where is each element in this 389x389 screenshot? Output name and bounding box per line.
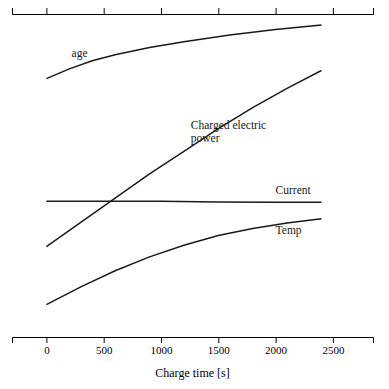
x-tick: 1500 [208,337,231,356]
x-tick-label: 500 [96,344,113,356]
series-line [46,219,321,305]
x-top-tick-mark [218,8,219,14]
x-top-tick-mark [46,8,47,14]
x-tick-label: 2500 [322,344,345,356]
x-axis-line [13,338,374,344]
x-top-tick-mark [161,8,162,14]
x-tick-label: 1500 [208,344,231,356]
x-top-tick [104,8,105,14]
x-axis-top-line [13,8,374,15]
x-top-tick [276,8,277,14]
annotation: age [72,47,88,60]
x-top-tick-mark [276,8,277,14]
x-tick-label: 0 [44,344,50,356]
plot: 0 500 1000 1500 2000 2500 age Charged electricp… [13,8,374,356]
annotation: Current [276,184,312,196]
x-top-tick [333,8,334,14]
x-tick-mark [276,337,277,343]
annotation: Charged electricpower [191,119,266,145]
x-top-tick [46,8,47,14]
x-tick: 0 [44,337,50,356]
x-tick-mark [104,337,105,343]
x-tick-mark [218,337,219,343]
x-top-tick-mark [104,8,105,14]
annotations: age Charged electricpower Current Temp [72,47,312,238]
x-label: Charge time [s] [155,366,229,380]
lines [46,25,321,305]
annotation: Temp [276,224,302,237]
x-tick-mark [333,337,334,343]
x-axis-top [13,8,374,15]
series-line [46,71,321,247]
x-top-tick [218,8,219,14]
chart: 0 500 1000 1500 2000 2500 age Charged electricp… [0,0,389,389]
x-tick-label: 2000 [265,344,288,356]
x-tick: 500 [96,337,113,356]
x-tick-label: 1000 [150,344,173,356]
x-axis: 0 500 1000 1500 2000 2500 [13,337,374,356]
x-tick-mark [161,337,162,343]
x-top-tick-mark [333,8,334,14]
series-line [46,201,321,203]
x-tick-mark [46,337,47,343]
x-top-tick [161,8,162,14]
x-tick: 2500 [322,337,345,356]
series-line [46,25,321,79]
x-tick: 1000 [150,337,173,356]
x-tick: 2000 [265,337,288,356]
